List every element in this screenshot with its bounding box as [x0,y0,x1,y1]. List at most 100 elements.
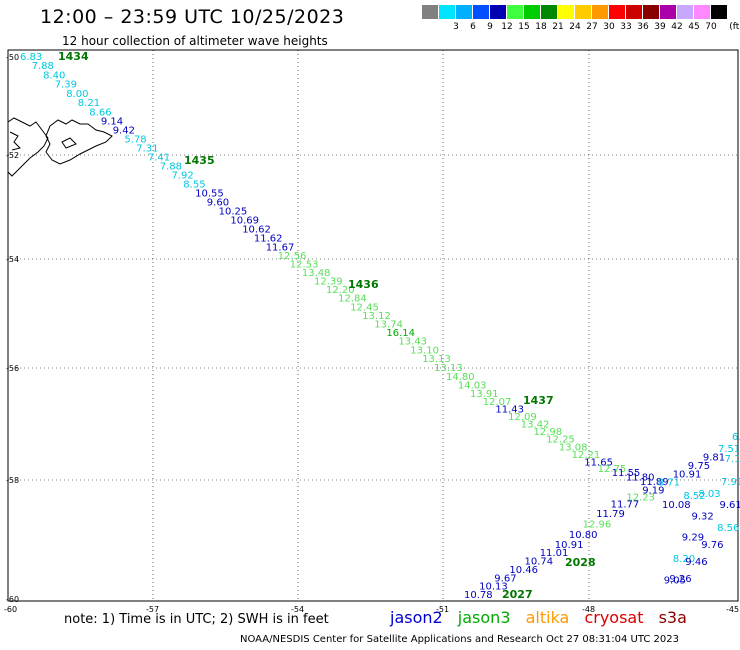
wave-height-value: 10.91 [673,469,702,480]
wave-height-value: 12.39 [314,277,343,288]
legend-level-label: 33 [620,22,632,32]
wave-height-value: 7.41 [148,153,170,164]
legend-swatch [711,5,727,19]
wave-height-value: 12.21 [572,450,601,461]
wave-height-value: 11.43 [495,404,524,415]
wave-height-value: 7.51 [718,444,740,455]
orbit-label-2028: 2028 [565,556,596,569]
wave-height-value: 8.71 [658,478,680,489]
legend-swatch [677,5,693,19]
wave-height-value: 7.92 [172,171,194,182]
lon-label-54: -54 [291,605,304,614]
wave-height-value: 9.32 [692,511,714,522]
wave-height-value: 13.13 [434,363,463,374]
legend-level-label: 42 [671,22,683,32]
legend-level-label: 70 [705,22,717,32]
sat-jason2: jason2 [390,608,443,627]
wave-height-value: 11.89 [640,477,669,488]
lon-label-48: -48 [582,605,595,614]
lat-label-50: -50 [6,53,19,62]
legend-level-label: 27 [586,22,598,32]
legend-swatch [558,5,574,19]
lat-label-52: -52 [6,151,19,160]
sat-cryosat: cryosat [584,608,644,627]
credit-footer: NOAA/NESDIS Center for Satellite Applica… [240,634,679,645]
legend-level-label: 3 [453,22,459,32]
wave-height-value: 12.25 [546,435,575,446]
wave-height-value: 10.69 [230,215,259,226]
legend-level-label: 15 [518,22,530,32]
wave-height-value: 11.62 [254,233,283,244]
wave-height-value: 10.55 [195,189,224,200]
wave-height-value: 7.16 [725,454,740,465]
orbit-labels: 1434 1435 1436 1437 2028 2027 [58,50,596,601]
orbit-label-1436: 1436 [348,278,379,291]
wave-height-value: 12.84 [338,294,367,305]
wave-height-value: 9.46 [685,557,707,568]
wave-height-value: 9.67 [494,573,516,584]
orbit-label-1435: 1435 [184,154,215,167]
wave-height-value: 12.75 [598,464,627,475]
legend-swatch [473,5,489,19]
wave-height-value: 12.96 [583,519,612,530]
wave-height-value: 9.81 [703,452,725,463]
wave-height-value: 8.20 [673,554,695,565]
wave-height-value: 9.14 [101,117,123,128]
page-title: 12:00 – 23:59 UTC 10/25/2023 [40,6,345,28]
wave-height-value: 9.26 [669,574,691,585]
wave-height-value: 13.48 [302,268,331,279]
wave-height-value: 10.80 [569,530,598,541]
wave-height-value: 10.13 [479,582,508,593]
wave-height-value: 10.25 [219,206,248,217]
legend-swatch [439,5,455,19]
legend-swatch [541,5,557,19]
wave-height-value: 8.21 [78,98,100,109]
wave-height-value: 11.55 [612,468,641,479]
lon-label-57: -57 [146,605,159,614]
legend-swatch [626,5,642,19]
track-pass-1434-1437: 6.837.888.407.398.008.218.669.149.425.78… [20,52,669,488]
track-pass-2027-2028: 10.7810.139.6710.4610.7411.0110.9110.801… [464,444,740,601]
wave-height-value: 8.55 [183,180,205,191]
wave-height-value: 12.45 [350,302,379,313]
wave-height-value: 8.40 [43,71,65,82]
legend-level-label: 45 [688,22,700,32]
lat-label-60: -60 [6,595,19,604]
wave-height-value: 12.98 [534,427,563,438]
legend-swatch [643,5,659,19]
wave-height-value: 13.43 [398,337,427,348]
wave-height-value: 8.56 [717,523,739,534]
legend-level-label: 18 [535,22,547,32]
lat-label-58: -58 [6,476,19,485]
wave-height-value: 9.29 [682,532,704,543]
legend-swatch [694,5,710,19]
wave-height-value: 8.52 [683,491,705,502]
legend-swatch [490,5,506,19]
wave-height-value: 7.31 [136,144,158,155]
wave-height-value: 13.10 [410,346,439,357]
legend-level-label: 39 [654,22,666,32]
wave-height-value: 7.88 [32,61,54,72]
wave-height-value: 11.01 [540,548,569,559]
footnote: note: 1) Time is in UTC; 2) SWH is in fe… [64,612,329,627]
orbit-label-1437: 1437 [523,394,554,407]
wave-height-value: 11.77 [611,500,640,511]
wave-height-value: 13.08 [559,442,588,453]
wave-height-value: 8.03 [698,489,720,500]
wave-height-value: 16.14 [386,328,415,339]
wave-height-value: 7.39 [55,80,77,91]
wave-height-value: 10.78 [464,590,493,601]
legend-swatch [575,5,591,19]
east-falkland [45,119,113,165]
wave-height-value: 8.66 [89,108,111,119]
wave-height-value: 13.13 [422,354,451,365]
lat-label-54: -54 [6,255,19,264]
wave-height-value: 10.62 [242,224,271,235]
orbit-label-2027: 2027 [502,588,533,601]
wave-height-value: 10.91 [555,540,584,551]
wave-height-value: 9.19 [642,486,664,497]
lon-label-60: -60 [4,605,17,614]
falkland-islands [7,117,113,177]
wave-height-value: 13.91 [470,389,499,400]
legend-level-label: 9 [487,22,493,32]
